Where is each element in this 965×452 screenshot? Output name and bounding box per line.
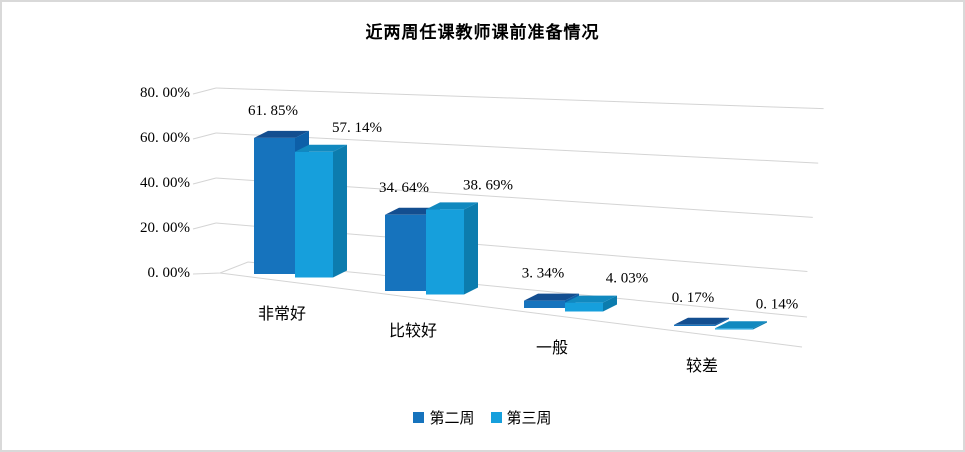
- bar-series1-cat0[interactable]: [254, 137, 295, 274]
- floor-front-edge: [219, 272, 803, 348]
- legend-swatch-week3-icon: [490, 412, 502, 423]
- y-tick-label-40: 40. 00%: [140, 175, 190, 191]
- data-label-series1-cat1: 34. 64%: [379, 180, 429, 196]
- bar-series2-cat3[interactable]: [715, 328, 753, 330]
- floor-back-edge: [192, 261, 808, 318]
- data-label-series2-cat3: 0. 14%: [756, 296, 799, 312]
- bar-series2-cat0[interactable]: [295, 151, 333, 278]
- data-label-series2-cat0: 57. 14%: [332, 120, 382, 136]
- data-label-series1-cat0: 61. 85%: [248, 103, 298, 119]
- y-axis-tick-60: [192, 132, 217, 140]
- bar-series2-cat2[interactable]: [565, 302, 603, 312]
- legend-item-week2[interactable]: 第二周: [413, 407, 475, 428]
- bar-series2-cat0-top[interactable]: [295, 144, 347, 152]
- gridline-80: [215, 87, 824, 110]
- bar-series2-cat2-top[interactable]: [565, 295, 617, 303]
- y-tick-label-20: 20. 00%: [140, 220, 190, 236]
- legend-swatch-week2-icon: [413, 412, 425, 423]
- bar-series1-cat0-top[interactable]: [254, 130, 309, 138]
- bar-series2-cat0-side[interactable]: [333, 144, 347, 278]
- x-category-label-3: 较差: [686, 357, 718, 375]
- y-tick-label-60: 60. 00%: [140, 130, 190, 146]
- data-label-series2-cat2: 4. 03%: [606, 271, 649, 287]
- data-label-series2-cat1: 38. 69%: [463, 177, 513, 193]
- x-category-label-1: 比较好: [389, 322, 437, 340]
- bar-series2-cat3-top[interactable]: [715, 321, 767, 329]
- bar-series1-cat3-side[interactable]: [715, 317, 729, 326]
- data-label-series1-cat2: 3. 34%: [522, 266, 565, 282]
- bar-series1-cat1[interactable]: [385, 214, 426, 291]
- legend-label-week2: 第二周: [429, 411, 475, 427]
- bar-series1-cat2-top[interactable]: [524, 293, 579, 301]
- x-category-label-0: 非常好: [258, 305, 306, 323]
- bar-series1-cat3[interactable]: [674, 324, 715, 326]
- bar-series1-cat2[interactable]: [524, 300, 565, 308]
- data-label-series1-cat3: 0. 17%: [672, 290, 715, 306]
- chart-title: 近两周任课教师课前准备情况: [365, 23, 600, 42]
- bar-series2-cat1[interactable]: [426, 209, 464, 295]
- chart-legend: 第二周 第三周: [2, 407, 963, 428]
- y-axis-tick-40: [192, 177, 217, 185]
- gridline-60: [215, 132, 819, 164]
- bar-series2-cat2-side[interactable]: [603, 295, 617, 312]
- y-axis-tick-20: [192, 222, 217, 230]
- y-tick-label-0: 0. 00%: [148, 265, 191, 281]
- y-tick-label-80: 80. 00%: [140, 85, 190, 101]
- y-axis-tick-80: [192, 87, 217, 95]
- legend-label-week3: 第三周: [506, 411, 552, 427]
- bar-series2-cat1-side[interactable]: [464, 202, 478, 295]
- bar-series2-cat3-side[interactable]: [753, 321, 767, 330]
- bar-series1-cat3-top[interactable]: [674, 317, 729, 325]
- x-category-label-2: 一般: [536, 339, 568, 357]
- legend-item-week3[interactable]: 第三周: [490, 407, 552, 428]
- bar-series2-cat1-top[interactable]: [426, 202, 478, 210]
